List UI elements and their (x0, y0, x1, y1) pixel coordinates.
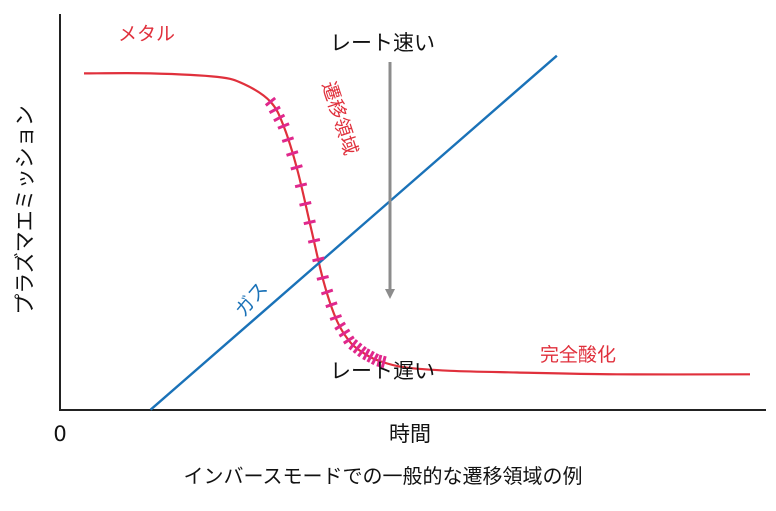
transition-tick (290, 164, 303, 171)
transition-tick (294, 182, 308, 189)
transition-tick (342, 335, 355, 345)
transition-tick (320, 288, 334, 296)
transition-tick (281, 136, 295, 143)
transition-tick (376, 354, 383, 367)
transition-tick (273, 113, 286, 123)
transition-tick (334, 321, 347, 331)
transition-tick (268, 105, 281, 115)
transition-tick (303, 219, 316, 226)
gas-label: ガス (231, 278, 272, 321)
transition-tick (299, 201, 312, 207)
transition-tick (316, 275, 329, 281)
transition-tick (286, 150, 299, 157)
transition-tick (264, 96, 277, 107)
plasma-emission-curve (83, 72, 751, 376)
series-layer (83, 54, 751, 411)
transition-tick (307, 238, 321, 244)
transition-tick (277, 122, 290, 130)
transition-tick (362, 348, 371, 361)
transition-tick (380, 355, 387, 369)
rate-fast-label: レート速い (330, 31, 435, 55)
transition-tick (338, 328, 351, 338)
caption: インバースモードでの一般的な遷移領域の例 (184, 464, 583, 488)
full-oxidation-label: 完全酸化 (540, 344, 616, 366)
transition-tick (329, 314, 342, 321)
gas-line (149, 54, 558, 411)
transition-tick (370, 353, 380, 366)
x-origin-label: 0 (53, 422, 66, 446)
transition-tick (366, 350, 375, 363)
rate-slow-label: レート遅い (330, 359, 435, 383)
transition-tick (312, 256, 325, 263)
transition-ticks (264, 96, 387, 369)
x-axis-label: 時間 (389, 422, 431, 446)
transition-tick (325, 301, 338, 309)
transition-tick (357, 345, 367, 358)
metal-label: メタル (118, 23, 175, 45)
transition-region-label: 遷移領域 (317, 79, 361, 158)
transition-tick (348, 339, 359, 351)
y-axis-label: プラズマエミッション (13, 105, 37, 315)
transition-tick (352, 342, 363, 354)
